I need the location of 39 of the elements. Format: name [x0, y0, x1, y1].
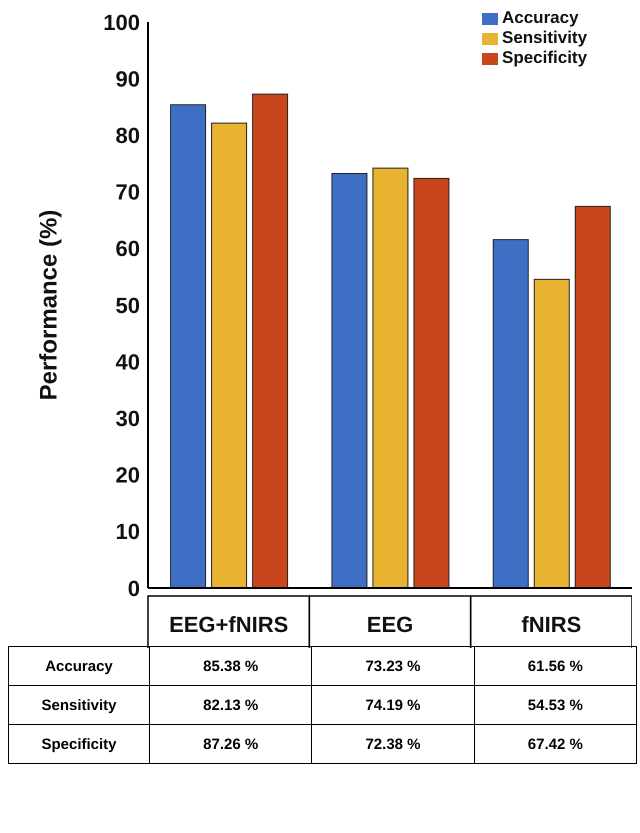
data-label: 61.56 %: [474, 646, 636, 686]
y-axis-title: Performance (%): [36, 210, 63, 400]
data-label: 54.53 %: [474, 686, 636, 724]
y-tick-label: 100: [103, 10, 140, 35]
y-tick-label: 50: [116, 292, 140, 318]
data-label: 87.26 %: [150, 724, 312, 764]
bar: [252, 94, 288, 588]
data-label: 67.42 %: [474, 724, 636, 764]
legend-label: Specificity: [502, 48, 588, 67]
y-tick-label: 0: [128, 576, 140, 601]
bar: [413, 178, 450, 588]
data-label: 73.23 %: [312, 646, 474, 686]
y-tick-label: 80: [116, 123, 140, 148]
data-label: 85.38 %: [150, 646, 312, 686]
y-tick-label: 60: [116, 236, 140, 262]
bar: [534, 278, 570, 588]
bar: [492, 239, 529, 588]
data-label: 72.38 %: [312, 724, 474, 764]
text: Accuracy: [45, 658, 113, 674]
x-tick-label: EEG+fNIRS: [169, 612, 288, 637]
y-tick-label: 30: [116, 406, 140, 432]
data-label: 82.13 %: [150, 686, 312, 724]
bar: [372, 168, 408, 588]
bar: [574, 206, 611, 588]
x-tick-label: fNIRS: [521, 612, 582, 637]
legend-label: Sensitivity: [502, 28, 588, 47]
y-tick-label: 20: [116, 462, 140, 488]
data-label: 74.19 %: [312, 686, 474, 724]
y-tick-label: 10: [116, 519, 140, 544]
bar: [331, 173, 368, 588]
y-tick-label: 90: [116, 66, 140, 92]
x-tick-label: EEG: [366, 612, 414, 637]
text: Specificity: [41, 736, 117, 752]
text: Sensitivity: [41, 696, 117, 714]
y-tick-label: 40: [116, 349, 140, 374]
bar: [211, 122, 248, 588]
bar: [170, 104, 206, 588]
y-tick-label: 70: [116, 180, 140, 205]
legend-label: Accuracy: [502, 8, 579, 27]
